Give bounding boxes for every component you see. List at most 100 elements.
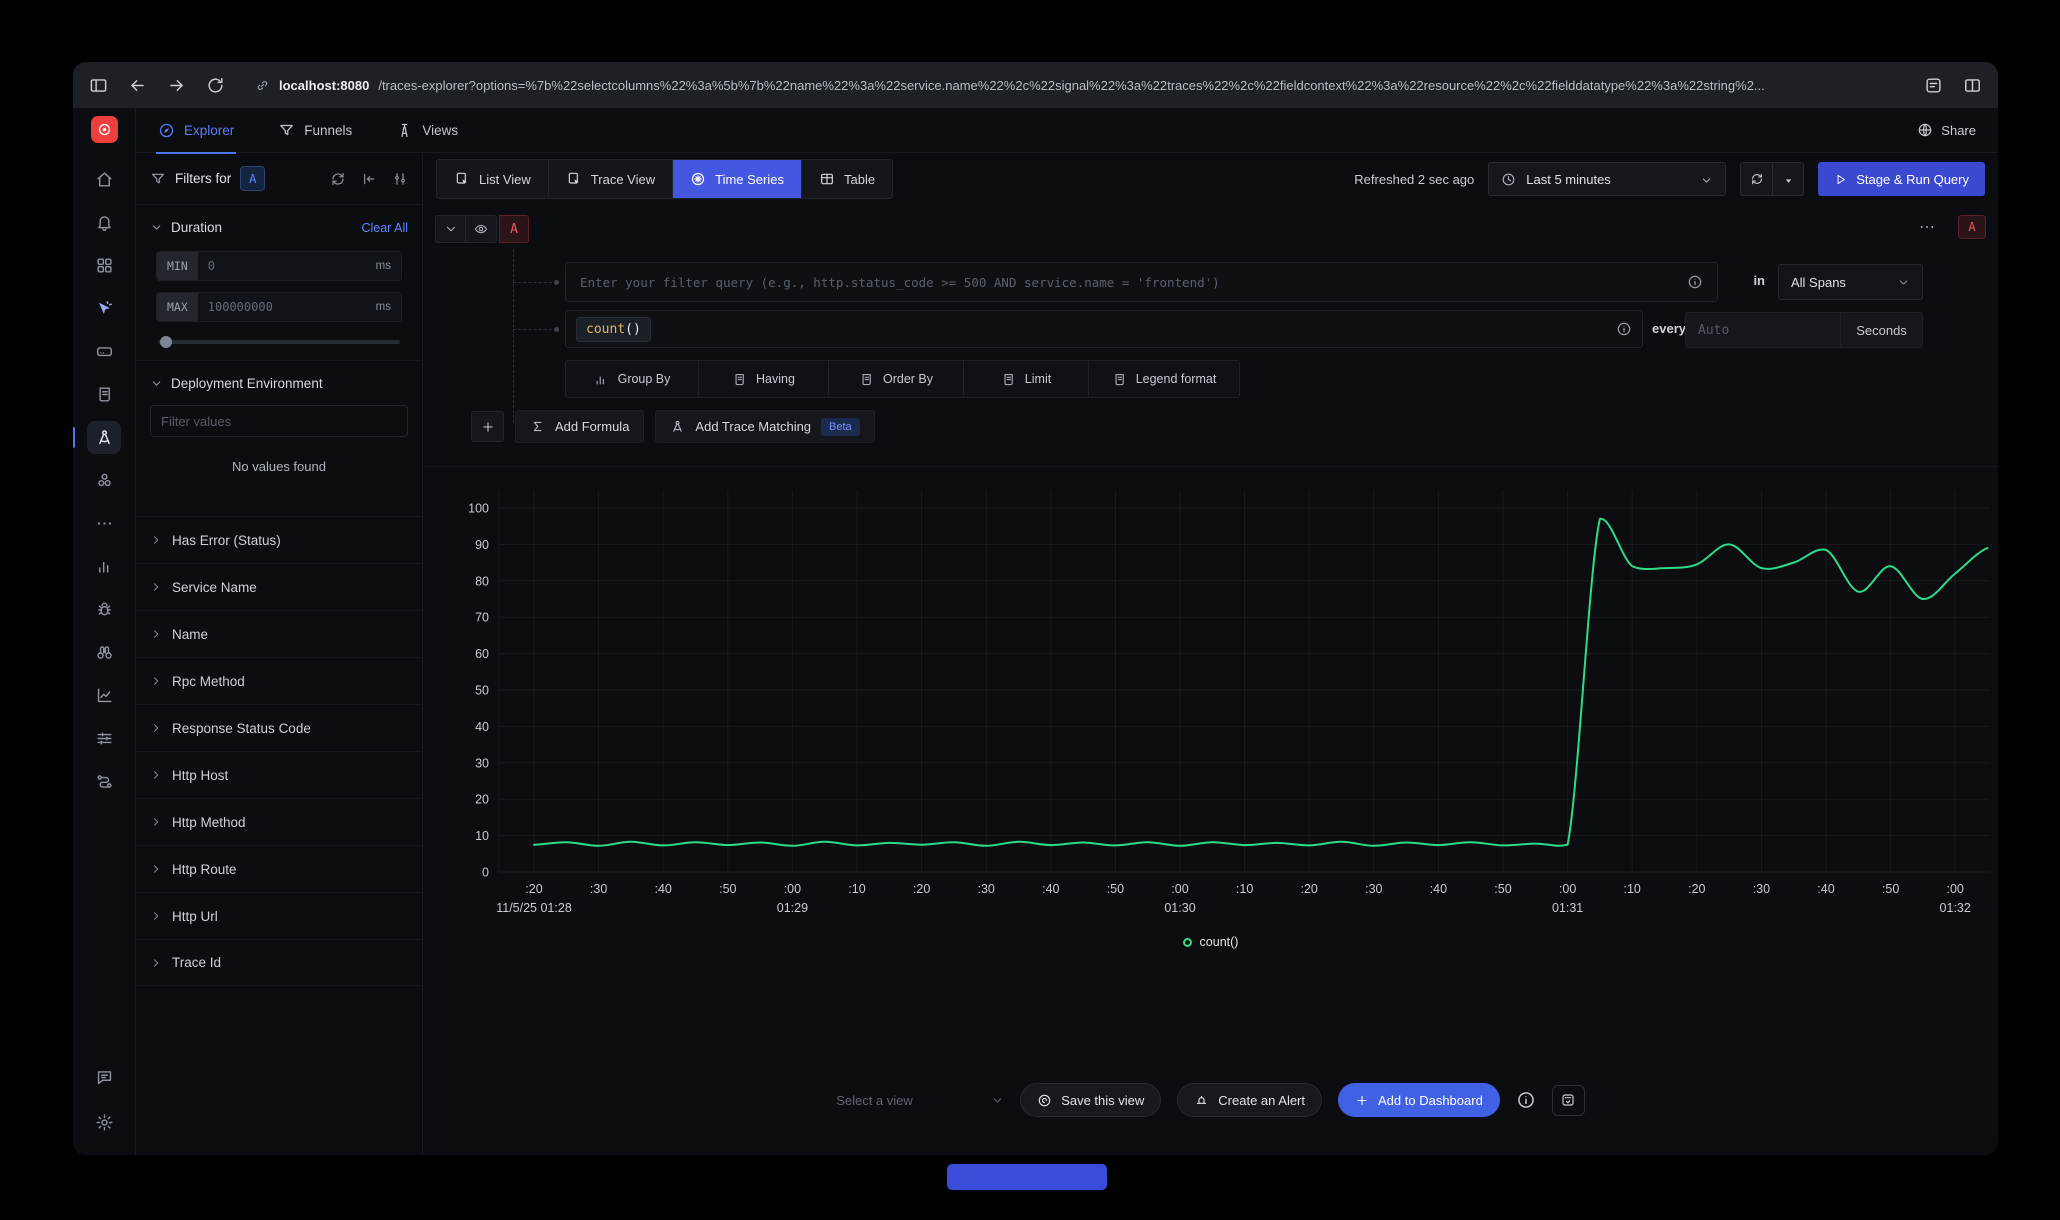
nav-tab-funnels[interactable]: Funnels bbox=[278, 108, 352, 153]
query-option-having[interactable]: Having bbox=[699, 361, 829, 397]
query-option-limit[interactable]: Limit bbox=[964, 361, 1089, 397]
sidebar-item-home[interactable] bbox=[87, 163, 121, 196]
sidebar-item-bug[interactable] bbox=[87, 593, 121, 626]
aggregation-chip[interactable]: count() bbox=[576, 316, 651, 342]
reader-mode-icon[interactable] bbox=[1924, 76, 1943, 95]
app-logo[interactable] bbox=[90, 116, 118, 143]
sidebar-item-modules[interactable] bbox=[87, 464, 121, 497]
filter-section-trace-id[interactable]: Trace Id bbox=[136, 939, 422, 986]
sidebar-item-bell[interactable] bbox=[87, 206, 121, 239]
filter-section-has-error-status-[interactable]: Has Error (Status) bbox=[136, 516, 422, 563]
sidebar-item-cursor[interactable] bbox=[87, 292, 121, 325]
filter-values-input[interactable]: Filter values bbox=[150, 405, 408, 437]
add-query-button[interactable] bbox=[471, 411, 504, 442]
query-option-label: Group By bbox=[617, 372, 671, 386]
time-range-select[interactable]: Last 5 minutes bbox=[1488, 162, 1727, 196]
nav-tab-explorer[interactable]: Explorer bbox=[155, 108, 237, 154]
url-bar[interactable]: localhost:8080/traces-explorer?options=%… bbox=[245, 69, 1904, 101]
clear-all-link[interactable]: Clear All bbox=[361, 220, 408, 235]
add-trace-matching-button[interactable]: Add Trace Matching Beta bbox=[655, 410, 875, 443]
add-to-dashboard-button[interactable]: Add to Dashboard bbox=[1338, 1083, 1500, 1117]
filter-section-http-url[interactable]: Http Url bbox=[136, 892, 422, 939]
back-icon[interactable] bbox=[128, 76, 147, 95]
sidebar-item-more-h[interactable] bbox=[87, 507, 121, 540]
time-range-value: Last 5 minutes bbox=[1526, 171, 1611, 187]
sidebar-item-gear[interactable] bbox=[87, 1106, 121, 1139]
aggregation-input[interactable]: count() bbox=[565, 310, 1643, 348]
chevron-right-icon bbox=[150, 722, 162, 734]
filter-settings-icon[interactable] bbox=[392, 171, 408, 187]
nav-tab-views[interactable]: Views bbox=[396, 108, 458, 153]
collapse-query-button[interactable] bbox=[435, 215, 466, 243]
share-button[interactable]: Share bbox=[1917, 122, 1976, 138]
info-icon[interactable] bbox=[1516, 1090, 1536, 1110]
view-tab-table[interactable]: Table bbox=[801, 160, 893, 198]
sync-filters-icon[interactable] bbox=[330, 171, 346, 187]
query-option-group-by[interactable]: Group By bbox=[566, 361, 699, 397]
filter-query-input[interactable]: Enter your filter query (e.g., http.stat… bbox=[565, 262, 1718, 302]
max-unit: ms bbox=[375, 301, 391, 313]
caret-down-icon bbox=[1783, 174, 1794, 185]
toggle-visibility-button[interactable] bbox=[466, 215, 497, 243]
view-tab-list-view[interactable]: List View bbox=[437, 160, 549, 198]
sidebar-item-grid[interactable] bbox=[87, 249, 121, 282]
duration-section-header[interactable]: Duration Clear All bbox=[136, 205, 422, 245]
svg-text:01:32: 01:32 bbox=[1940, 901, 1971, 915]
refresh-button[interactable] bbox=[1741, 163, 1773, 195]
reload-icon[interactable] bbox=[206, 76, 225, 95]
sidebar-item-traces[interactable] bbox=[73, 421, 121, 454]
filters-query-badge[interactable]: A bbox=[240, 166, 266, 191]
create-alert-label: Create an Alert bbox=[1218, 1092, 1305, 1108]
spoke-icon bbox=[690, 171, 706, 187]
forward-icon[interactable] bbox=[167, 76, 186, 95]
sidebar-item-scroll[interactable] bbox=[87, 378, 121, 411]
max-value: 100000000 bbox=[207, 300, 273, 314]
query-option-legend-format[interactable]: Legend format bbox=[1089, 361, 1239, 397]
filter-section-http-method[interactable]: Http Method bbox=[136, 798, 422, 845]
stage-run-query-button[interactable]: Stage & Run Query bbox=[1818, 162, 1985, 196]
timeseries-chart[interactable]: 0 10 20 30 40 50 60 70 80 90 100:20:30:40:50:00:10… bbox=[423, 480, 1998, 930]
clock-icon bbox=[1501, 172, 1516, 187]
sidebar-item-bars[interactable] bbox=[87, 550, 121, 583]
query-a-badge[interactable]: A bbox=[499, 215, 529, 243]
add-formula-label: Add Formula bbox=[555, 419, 630, 434]
filter-section-name[interactable]: Name bbox=[136, 610, 422, 657]
filter-section-service-name[interactable]: Service Name bbox=[136, 563, 422, 610]
sidebar-toggle-icon[interactable] bbox=[89, 76, 108, 95]
filter-section-http-route[interactable]: Http Route bbox=[136, 845, 422, 892]
filter-section-http-host[interactable]: Http Host bbox=[136, 751, 422, 798]
split-view-icon[interactable] bbox=[1963, 76, 1982, 95]
sidebar-item-chat[interactable] bbox=[87, 1061, 121, 1094]
create-alert-button[interactable]: Create an Alert bbox=[1177, 1083, 1322, 1117]
slider-knob[interactable] bbox=[160, 336, 172, 348]
sidebar-item-server[interactable] bbox=[87, 335, 121, 368]
deployment-section-header[interactable]: Deployment Environment bbox=[136, 361, 422, 401]
duration-slider[interactable] bbox=[158, 336, 400, 348]
save-view-button[interactable]: Save this view bbox=[1020, 1083, 1162, 1117]
filter-section-response-status-code[interactable]: Response Status Code bbox=[136, 704, 422, 751]
query-selector-badge[interactable]: A bbox=[1958, 215, 1986, 239]
duration-min-input[interactable]: MIN 0 ms bbox=[156, 251, 402, 281]
info-icon[interactable] bbox=[1687, 274, 1703, 290]
panel-settings-button[interactable] bbox=[1551, 1084, 1585, 1116]
svg-text::10: :10 bbox=[1624, 882, 1641, 896]
view-tab-time-series[interactable]: Time Series bbox=[673, 160, 802, 198]
sidebar-item-sliders-h[interactable] bbox=[87, 722, 121, 755]
sidebar-item-metrics[interactable] bbox=[87, 679, 121, 712]
collapse-panel-icon[interactable] bbox=[361, 171, 377, 187]
sidebar-item-pipeline[interactable] bbox=[87, 765, 121, 798]
filter-section-rpc-method[interactable]: Rpc Method bbox=[136, 657, 422, 704]
add-formula-button[interactable]: Add Formula bbox=[515, 410, 645, 443]
refresh-options-button[interactable] bbox=[1772, 163, 1804, 195]
query-more-icon[interactable] bbox=[1918, 218, 1936, 236]
interval-input[interactable]: Auto bbox=[1686, 313, 1840, 347]
view-tab-label: Table bbox=[843, 171, 876, 187]
duration-max-input[interactable]: MAX 100000000 ms bbox=[156, 292, 402, 322]
info-icon[interactable] bbox=[1616, 321, 1632, 337]
chart-legend[interactable]: count() bbox=[423, 935, 1998, 949]
view-tab-trace-view[interactable]: Trace View bbox=[548, 160, 674, 198]
select-view-dropdown[interactable]: Select a view bbox=[836, 1093, 1004, 1108]
sidebar-item-binoculars[interactable] bbox=[87, 636, 121, 669]
query-option-order-by[interactable]: Order By bbox=[829, 361, 964, 397]
spans-scope-select[interactable]: All Spans bbox=[1778, 264, 1923, 300]
